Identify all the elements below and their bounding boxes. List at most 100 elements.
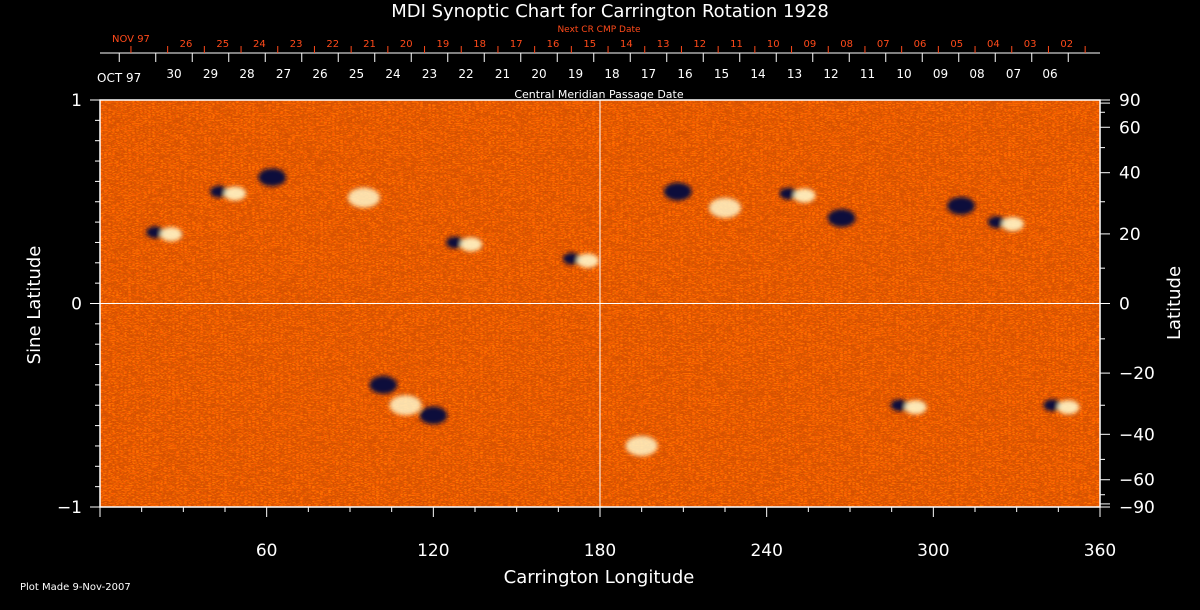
cmp-day-label: 14	[750, 67, 765, 81]
active-region-negative	[419, 406, 448, 425]
active-region-positive	[160, 227, 183, 242]
next-cr-day-label: 11	[730, 39, 743, 50]
next-cr-day-label: 13	[657, 39, 670, 50]
active-region-negative	[562, 252, 581, 265]
active-region-negative	[663, 182, 692, 201]
next-cr-day-label: 14	[620, 39, 633, 50]
next-cr-axis: Next CR CMP Date NOV 97 26 25 24 23 22 21 20 19…	[100, 25, 1100, 54]
cmp-day-label: 22	[458, 67, 473, 81]
right-tick-label: −90	[1119, 498, 1155, 518]
next-cr-month-label: NOV 97	[112, 34, 150, 45]
right-tick-label: −40	[1119, 425, 1155, 445]
active-region-positive	[1001, 217, 1024, 232]
x-tick-label: 180	[584, 541, 616, 561]
cmp-day-label: 08	[969, 67, 984, 81]
cmp-day-label: 25	[349, 67, 364, 81]
next-cr-day-label: 21	[363, 39, 376, 50]
cmp-day-label: 12	[823, 67, 838, 81]
active-region-negative	[446, 236, 465, 249]
left-tick-label: 0	[71, 295, 82, 315]
plot-made-footer: Plot Made 9-Nov-2007	[20, 582, 131, 593]
cmp-day-label: 23	[422, 67, 437, 81]
next-cr-day-label: 24	[253, 39, 266, 50]
next-cr-day-label: 17	[510, 39, 523, 50]
active-region-negative	[258, 168, 287, 187]
cmp-day-label: 28	[239, 67, 254, 81]
active-region-positive	[709, 197, 741, 218]
active-region-positive	[347, 187, 380, 208]
cmp-day-label: 20	[531, 67, 546, 81]
right-tick-label: −20	[1119, 364, 1155, 384]
active-region-positive	[793, 188, 816, 203]
next-cr-day-label: 05	[950, 39, 963, 50]
next-cr-day-label: 20	[400, 39, 413, 50]
next-cr-day-label: 03	[1024, 39, 1037, 50]
active-region-negative	[779, 187, 798, 200]
active-region-negative	[890, 399, 909, 412]
active-region-positive	[625, 435, 658, 456]
cmp-day-label: 16	[677, 67, 692, 81]
right-tick-label: 60	[1119, 118, 1141, 138]
cmp-day-label: 29	[203, 67, 218, 81]
x-axis-label: Carrington Longitude	[504, 567, 695, 588]
cmp-day-label: 18	[604, 67, 619, 81]
next-cr-day-label: 12	[693, 39, 706, 50]
next-cr-day-label: 19	[437, 39, 450, 50]
right-tick-label: 0	[1119, 295, 1130, 315]
x-tick-label: 120	[417, 541, 449, 561]
next-cr-day-label: 23	[290, 39, 303, 50]
cmp-day-label: 15	[714, 67, 729, 81]
next-cr-day-label: 22	[326, 39, 339, 50]
cmp-day-label: 07	[1006, 67, 1021, 81]
cmp-day-label: 19	[568, 67, 583, 81]
cmp-axis-title: Central Meridian Passage Date	[514, 88, 683, 101]
cmp-day-label: 21	[495, 67, 510, 81]
next-cr-day-label: 18	[473, 39, 486, 50]
cmp-day-label: 26	[312, 67, 327, 81]
active-region-negative	[987, 216, 1006, 229]
active-region-negative	[1043, 399, 1062, 412]
cmp-day-label: 13	[787, 67, 802, 81]
active-region-positive	[1057, 400, 1080, 415]
active-region-negative	[146, 226, 165, 239]
y-axis-label-right: Latitude	[1164, 266, 1185, 340]
right-tick-label: 20	[1119, 225, 1141, 245]
active-region-positive	[389, 395, 422, 416]
next-cr-day-label: 25	[216, 39, 229, 50]
next-cr-day-label: 16	[547, 39, 560, 50]
right-tick-label: −60	[1119, 471, 1155, 491]
cmp-day-label: 06	[1042, 67, 1057, 81]
next-cr-day-label: 04	[987, 39, 1000, 50]
cmp-day-label: 09	[933, 67, 948, 81]
active-region-negative	[369, 375, 398, 394]
active-region-positive	[904, 400, 927, 415]
next-cr-day-label: 26	[180, 39, 193, 50]
cmp-day-label: 24	[385, 67, 400, 81]
cmp-axis: OCT 97 30 29 28 27 26 25 24 23 22 21 20 19 18 17 16 15 1…	[97, 53, 1069, 101]
x-tick-label: 360	[1084, 541, 1116, 561]
left-tick-label: 1	[71, 91, 82, 111]
chart-title: MDI Synoptic Chart for Carrington Rotati…	[391, 1, 829, 22]
cmp-day-label: 11	[860, 67, 875, 81]
cmp-month-label: OCT 97	[97, 71, 141, 85]
cmp-day-label: 10	[896, 67, 911, 81]
next-cr-day-label: 09	[804, 39, 817, 50]
x-tick-label: 300	[917, 541, 949, 561]
next-cr-day-label: 08	[840, 39, 853, 50]
right-tick-label: 90	[1119, 91, 1141, 111]
cmp-day-label: 30	[166, 67, 181, 81]
next-cr-axis-title: Next CR CMP Date	[557, 25, 641, 35]
active-region-negative	[210, 185, 228, 198]
active-region-positive	[224, 186, 246, 201]
y-axis-label-left: Sine Latitude	[24, 246, 45, 365]
left-tick-label: −1	[57, 498, 82, 518]
next-cr-day-label: 02	[1060, 39, 1073, 50]
right-tick-label: 40	[1119, 164, 1141, 184]
cmp-day-label: 27	[276, 67, 291, 81]
next-cr-day-label: 15	[583, 39, 596, 50]
active-region-negative	[827, 209, 856, 228]
next-cr-day-label: 07	[877, 39, 890, 50]
next-cr-day-label: 06	[914, 39, 927, 50]
x-tick-label: 60	[256, 541, 278, 561]
